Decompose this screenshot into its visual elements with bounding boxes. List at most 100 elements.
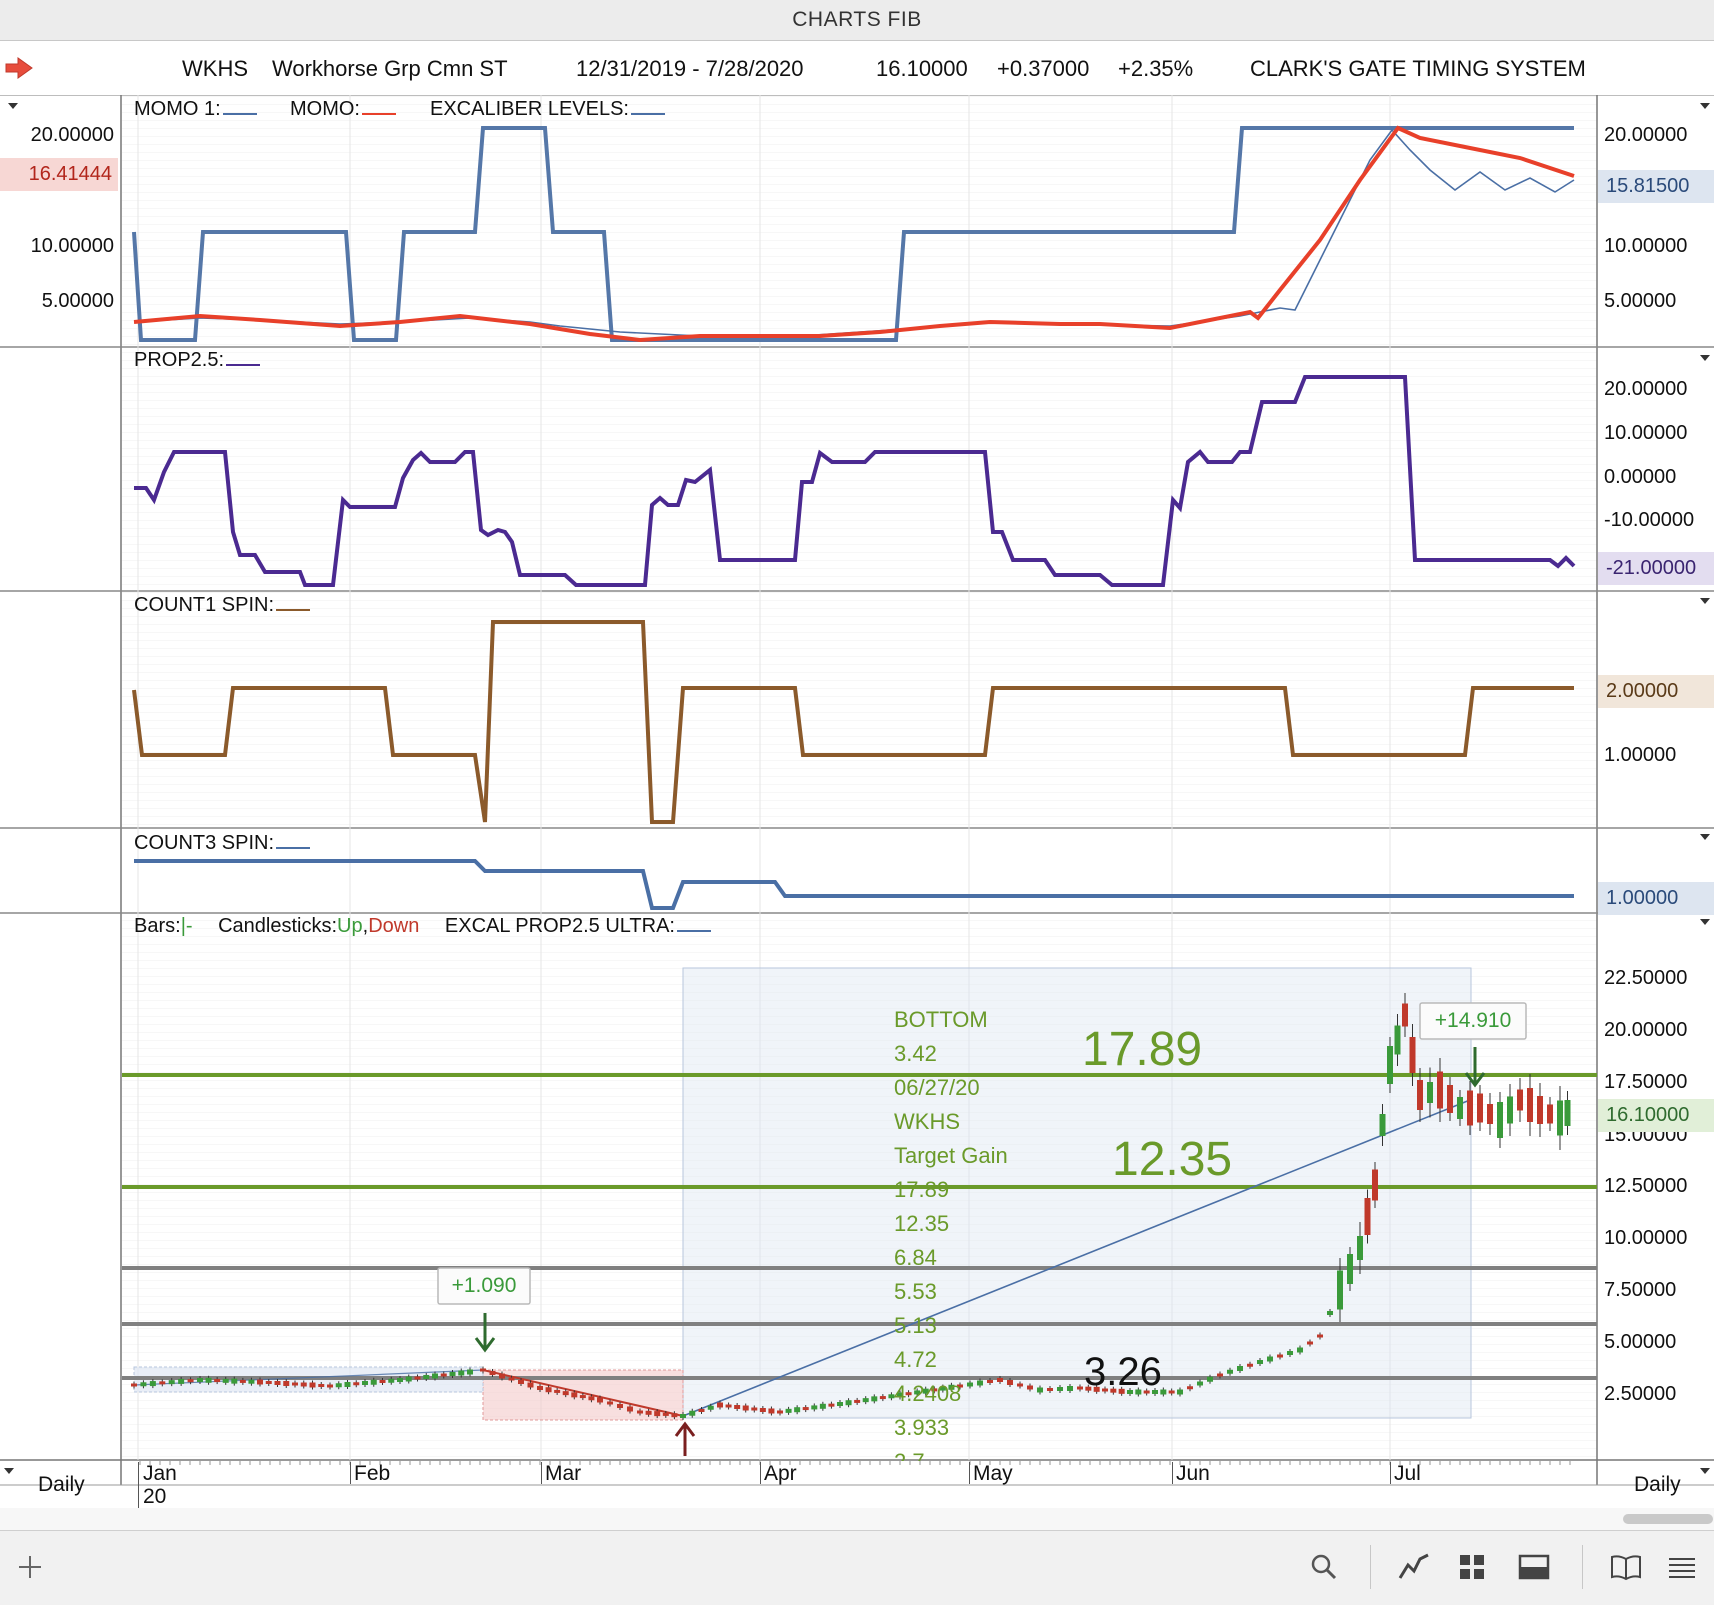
candle-body: [794, 1407, 801, 1413]
momo-left-tick: 20.00000: [30, 124, 114, 146]
horizontal-scrollbar-track[interactable]: [0, 1508, 1714, 1530]
fib-text: 4.2408: [894, 1381, 962, 1406]
candle-body: [967, 1382, 973, 1387]
candle-body: [802, 1407, 809, 1411]
gain-label-2: +14.910: [1434, 1009, 1512, 1032]
toolbar-divider: [1370, 1545, 1371, 1589]
candle-body: [1085, 1386, 1092, 1391]
candle-body: [662, 1412, 669, 1416]
momo-right-tick: 10.00000: [1604, 235, 1688, 257]
candle-body: [309, 1382, 316, 1388]
candle-body: [811, 1405, 818, 1410]
fib-text: WKHS: [894, 1109, 960, 1134]
collapse-triangle-icon[interactable]: [1700, 355, 1710, 361]
arrow-right-icon[interactable]: [4, 55, 34, 81]
candles-label: Candlesticks:: [218, 915, 338, 937]
month-label: Jan: [143, 1462, 177, 1485]
count1-swatch: [276, 609, 311, 611]
toolbar-divider: [1582, 1545, 1583, 1589]
prop-value-tag: -21.00000: [1598, 552, 1714, 585]
candle-body: [335, 1383, 342, 1388]
candle-body: [1564, 1100, 1571, 1126]
candle-body: [871, 1396, 878, 1402]
prop-tick: 20.00000: [1604, 378, 1688, 400]
candle-body: [579, 1395, 586, 1399]
collapse-triangle-icon[interactable]: [1700, 598, 1710, 604]
collapse-triangle-icon[interactable]: [1700, 834, 1710, 840]
plus-icon[interactable]: [12, 1549, 48, 1585]
grid-icon[interactable]: [1454, 1549, 1490, 1585]
momo-left-value-tag: 16.41444: [0, 158, 118, 191]
candle-body: [1372, 1169, 1378, 1201]
candle-body: [489, 1371, 496, 1375]
candle-body: [499, 1373, 505, 1379]
candle-body: [140, 1382, 147, 1387]
candle-body: [837, 1402, 843, 1406]
price-tick: 17.50000: [1604, 1071, 1688, 1093]
period-selector-right[interactable]: Daily: [1634, 1473, 1681, 1496]
candle-body: [292, 1382, 298, 1386]
chart-canvas[interactable]: [0, 95, 1714, 1530]
candle-body: [931, 1388, 938, 1392]
candle-body: [554, 1389, 561, 1393]
candle-body: [283, 1381, 290, 1386]
month-tick: [541, 1462, 542, 1484]
candle-body: [1379, 1114, 1386, 1136]
collapse-triangle-icon[interactable]: [8, 103, 18, 109]
candle-body: [1110, 1388, 1117, 1393]
candle-body: [957, 1384, 963, 1388]
search-icon[interactable]: [1306, 1549, 1342, 1585]
candle-body: [1187, 1386, 1193, 1390]
collapse-triangle-icon[interactable]: [4, 1468, 14, 1474]
book-icon[interactable]: [1608, 1549, 1644, 1585]
symbol: WKHS: [182, 56, 248, 81]
candle-body: [508, 1377, 515, 1381]
candle-body: [458, 1370, 465, 1376]
last-price: 16.10000: [876, 56, 968, 81]
candle-body: [131, 1383, 137, 1387]
fib-text: 2.7: [894, 1445, 1008, 1461]
collapse-triangle-icon[interactable]: [1700, 919, 1710, 925]
momo-legend: MOMO:: [290, 98, 396, 121]
prop-tick: -10.00000: [1604, 509, 1695, 531]
price-value-tag: 16.10000: [1598, 1099, 1714, 1132]
candle-body: [440, 1373, 447, 1377]
candlestick-series: [131, 993, 1571, 1420]
panel-icon[interactable]: [1516, 1549, 1552, 1585]
fib-text: 5.13: [894, 1313, 937, 1338]
menu-icon[interactable]: [1664, 1549, 1700, 1585]
candle-body: [645, 1410, 652, 1415]
prop25-line: [134, 375, 1576, 587]
candle-body: [707, 1405, 714, 1410]
candle-body: [379, 1380, 386, 1383]
line-chart-icon[interactable]: [1396, 1549, 1432, 1585]
fib-annotation-list: BOTTOM 3.42 06/27/20 WKHS Target Gain 17…: [894, 1003, 1008, 1461]
candles-separator: ,: [362, 915, 369, 937]
candle-body: [449, 1372, 456, 1376]
month-tick: [1172, 1462, 1173, 1484]
candle-body: [987, 1380, 993, 1383]
candle-body: [759, 1408, 766, 1412]
candle-body: [671, 1413, 678, 1418]
period-selector-left[interactable]: Daily: [38, 1473, 85, 1496]
fib-text: 3.933: [894, 1415, 950, 1440]
candle-body: [1237, 1366, 1243, 1371]
candle-body: [388, 1378, 395, 1383]
excaliber-swatch: [630, 113, 665, 115]
candle-body: [845, 1400, 852, 1406]
candle-body: [1017, 1383, 1023, 1387]
collapse-triangle-icon[interactable]: [1700, 1468, 1710, 1474]
count3-legend: COUNT3 SPIN:: [134, 832, 311, 855]
price-tick: 10.00000: [1604, 1227, 1688, 1249]
year-label: 20: [143, 1485, 167, 1508]
candle-body: [248, 1379, 255, 1384]
scrollbar-thumb[interactable]: [1623, 1514, 1713, 1524]
collapse-triangle-icon[interactable]: [1700, 103, 1710, 109]
candle-body: [1152, 1390, 1158, 1394]
candle-body: [725, 1404, 732, 1408]
momo-label: MOMO:: [290, 98, 360, 120]
month-tick: [1390, 1462, 1391, 1484]
momo1-swatch: [222, 113, 257, 115]
month-tick: [760, 1462, 761, 1484]
candle-body: [432, 1373, 438, 1379]
